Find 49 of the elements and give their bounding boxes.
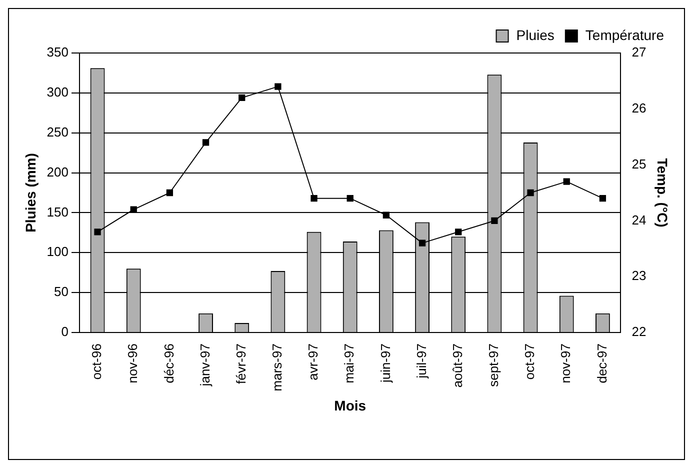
x-tick-label: févr-97 (233, 344, 248, 384)
x-tick-label: août-97 (450, 344, 465, 388)
point (455, 228, 462, 236)
y-axis-title: Pluies (mm) (22, 153, 38, 232)
y-tick-label: 250 (46, 124, 68, 140)
y-tick-label: 350 (46, 44, 68, 60)
point (310, 195, 318, 202)
y2-tick-label: 27 (632, 44, 646, 60)
y-tick-label: 100 (46, 244, 68, 260)
y-tick-label: 300 (46, 84, 68, 100)
x-tick-label: déc-96 (161, 344, 176, 384)
x-tick-label: oct-97 (522, 344, 538, 380)
x-tick-label: mars-97 (270, 344, 285, 392)
point (563, 178, 570, 185)
legend-label: Température (585, 26, 664, 43)
point (274, 83, 282, 90)
point (599, 195, 606, 202)
x-tick-label: janv-97 (197, 344, 212, 388)
point (130, 206, 137, 213)
y2-tick-label: 26 (632, 100, 646, 116)
y-tick-label: 150 (46, 204, 68, 220)
point (527, 189, 534, 196)
x-tick-label: nov-96 (125, 344, 140, 384)
y-tick-label: 50 (54, 284, 68, 300)
point (238, 94, 246, 102)
x-tick-label: avr-97 (306, 344, 321, 380)
x-tick-label: juil-97 (414, 344, 429, 380)
point (346, 195, 354, 202)
x-tick-label: nov-97 (558, 344, 574, 384)
point (418, 240, 426, 246)
x-tick-label: juin-97 (378, 344, 393, 384)
x-tick-label: oct-96 (89, 344, 104, 380)
point (491, 217, 498, 224)
x-tick-label: mai-97 (342, 344, 357, 384)
x-tick-label: dec-97 (594, 344, 610, 384)
point (382, 212, 390, 218)
y2-tick-label: 22 (632, 324, 646, 340)
y2-tick-label: 25 (632, 156, 646, 172)
x-axis-title: Mois (334, 397, 366, 414)
point (166, 189, 174, 196)
y2-tick-label: 23 (632, 268, 646, 284)
y-tick-label: 200 (46, 164, 68, 180)
point (94, 228, 101, 236)
y2-axis-title: Temp. (°C) (654, 158, 671, 228)
y-tick-label: 0 (61, 324, 68, 340)
x-tick-label: sept-97 (486, 344, 502, 387)
point (202, 139, 210, 146)
legend-label: Pluies (516, 26, 554, 43)
y2-tick-label: 24 (632, 212, 646, 228)
